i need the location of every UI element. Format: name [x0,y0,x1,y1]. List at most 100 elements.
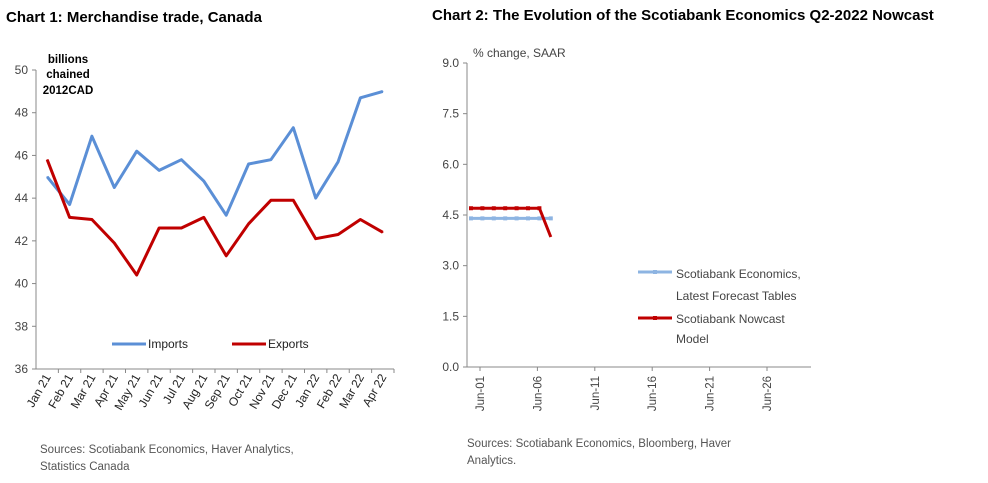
chart2-series-marker [514,216,519,221]
chart1-point-exports [382,231,384,233]
chart2-y-tick-label: 0.0 [442,360,459,374]
chart1-y-tick-label: 46 [15,148,29,162]
chart2-x-tick-label: Jun-26 [762,376,774,411]
chart1-y-tick-label: 44 [15,191,29,205]
chart2-unit-label: % change, SAAR [473,46,566,60]
chart2-series-marker [537,206,542,211]
chart2-y-tick-label: 9.0 [442,56,459,70]
chart1-y-tick-label: 42 [15,234,29,248]
chart2-series-marker [491,206,496,211]
chart2-sources-line2: Analytics. [467,455,517,467]
chart1-point-imports [136,150,138,152]
chart1-sources-line1: Sources: Scotiabank Economics, Haver Ana… [40,444,294,456]
chart2-legend-label: Scotiabank Nowcast Model [676,312,785,346]
chart1-title: Chart 1: Merchandise trade, Canada [6,9,262,26]
chart1-point-exports [337,233,339,236]
chart2-series-marker [469,216,473,221]
chart1-point-exports [113,242,115,244]
chart1-point-imports [270,159,272,161]
chart1-point-exports [270,199,272,201]
chart2-series-marker [491,216,496,221]
chart1-point-imports [292,127,294,129]
chart2-series-marker [480,216,485,221]
chart1-unit-label-line1: billions [48,54,88,66]
chart1-point-imports [180,159,183,161]
chart1-unit-label-line3: 2012CAD [43,85,94,97]
chart1-series-exports [45,159,384,277]
chart2-sources-line1: Sources: Scotiabank Economics, Bloomberg… [467,438,731,450]
chart2-y-tick-label: 1.5 [442,309,459,323]
chart1-legend-label: Exports [268,337,309,351]
chart1-point-imports [225,214,227,216]
chart1-point-imports [68,203,71,206]
chart1-point-exports [247,223,250,225]
chart1-point-exports [158,227,160,229]
chart1-point-imports [315,197,317,199]
chart1-point-exports [292,199,294,201]
chart1-point-imports [113,186,115,189]
chart1-point-exports [180,227,183,229]
chart1-point-exports [359,218,362,221]
chart1-point-exports [68,216,71,218]
chart2-series-marker [514,206,519,211]
chart1-point-imports [337,161,339,163]
chart2-legend: Scotiabank Economics, Latest Forecast Tab… [638,267,801,346]
chart2-x-ticks: Jun-01 Jun-06 Jun-11 Jun-16 Jun-21 Jun-26 [475,367,774,411]
chart2-x-tick-label: Jun-06 [532,376,544,411]
chart1-y-tick-label: 48 [15,106,29,120]
chart2-y-tick-label: 3.0 [442,259,459,273]
chart1-point-imports [359,97,362,99]
chart2-series [469,206,553,238]
chart2-x-tick-label: Jun-16 [647,376,659,411]
chart2-x-tick-label: Jun-11 [590,376,602,410]
chart1-point-exports [315,238,317,240]
chart1-y-tick-label: 38 [15,319,29,333]
chart1-y-tick-label: 50 [15,63,29,77]
chart1-point-imports [203,180,205,182]
chart2-x-tick-label: Jun-01 [475,376,487,411]
chart2-series-marker [548,216,553,221]
chart1-legend: Imports Exports [112,337,309,351]
chart2-y-ticks: 0.0 1.5 3.0 4.5 6.0 7.5 9.0 [442,56,467,374]
chart2-y-tick-label: 6.0 [442,157,459,171]
chart1-point-exports [136,274,138,276]
chart1-y-tick-label: 40 [15,277,29,291]
chart1-point-exports [203,216,205,218]
chart1-y-ticks: 36 38 40 42 44 46 48 50 [15,63,36,376]
chart1-point-imports [382,90,384,92]
chart2-y-tick-label: 4.5 [442,208,459,222]
chart1-point-imports [46,176,48,178]
chart2-series-marker [526,206,530,211]
chart2-series-marker [526,216,530,221]
chart1-sources: Sources: Scotiabank Economics, Haver Ana… [40,442,294,476]
chart2-x-tick-label: Jun-21 [705,376,717,411]
chart1-point-imports [91,135,93,137]
chart1-point-imports [158,169,160,171]
chart2-series-marker [480,206,485,211]
chart2-series-marker [503,216,508,221]
chart1-point-exports [225,255,227,257]
chart2-sources: Sources: Scotiabank Economics, Bloomberg… [467,436,731,470]
chart2-series-marker [469,206,473,211]
chart2-series-marker [503,206,508,211]
chart1-point-imports [247,163,250,165]
chart2-legend-marker [653,316,657,320]
chart1-sources-line2: Statistics Canada [40,461,130,473]
chart2-y-tick-label: 7.5 [442,107,459,121]
chart1-legend-label: Imports [148,337,188,351]
chart2-legend-marker [653,270,657,274]
chart1-y-tick-label: 36 [15,362,29,376]
chart2-legend-label: Scotiabank Economics, Latest Forecast Tab… [676,267,801,303]
chart2-series-line [471,206,553,238]
chart2-plot: % change, SAAR 0.0 1.5 3.0 4.5 6.0 7.5 9.0 Jun… [442,46,811,411]
chart1-series [45,89,384,277]
chart1-point-exports [46,159,48,161]
chart1-point-exports [91,218,93,221]
chart2-series-marker [537,216,542,221]
chart2-title: Chart 2: The Evolution of the Scotiabank… [432,7,934,24]
chart1-series-imports [46,89,384,217]
chart1-unit-label-line2: chained [46,69,89,81]
